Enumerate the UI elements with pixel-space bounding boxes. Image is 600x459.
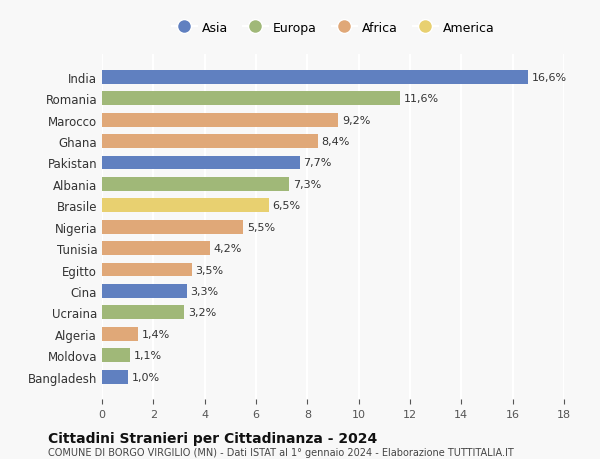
Text: 3,3%: 3,3% xyxy=(191,286,218,296)
Text: Cittadini Stranieri per Cittadinanza - 2024: Cittadini Stranieri per Cittadinanza - 2… xyxy=(48,431,377,445)
Bar xyxy=(102,135,317,149)
Text: 9,2%: 9,2% xyxy=(342,115,370,125)
Bar xyxy=(102,113,338,127)
Text: 7,7%: 7,7% xyxy=(304,158,332,168)
Text: 11,6%: 11,6% xyxy=(404,94,439,104)
Text: 4,2%: 4,2% xyxy=(214,244,242,253)
Bar xyxy=(102,370,128,384)
Bar xyxy=(102,71,528,84)
Bar xyxy=(102,348,130,362)
Bar xyxy=(102,327,138,341)
Text: 5,5%: 5,5% xyxy=(247,222,275,232)
Text: 16,6%: 16,6% xyxy=(532,73,567,83)
Text: 8,4%: 8,4% xyxy=(322,137,350,147)
Text: 1,4%: 1,4% xyxy=(142,329,170,339)
Bar xyxy=(102,220,243,234)
Text: 6,5%: 6,5% xyxy=(272,201,301,211)
Bar xyxy=(102,199,269,213)
Text: 3,2%: 3,2% xyxy=(188,308,216,318)
Text: COMUNE DI BORGO VIRGILIO (MN) - Dati ISTAT al 1° gennaio 2024 - Elaborazione TUT: COMUNE DI BORGO VIRGILIO (MN) - Dati IST… xyxy=(48,448,514,458)
Legend: Asia, Europa, Africa, America: Asia, Europa, Africa, America xyxy=(167,17,499,39)
Bar xyxy=(102,92,400,106)
Bar xyxy=(102,306,184,319)
Bar xyxy=(102,156,299,170)
Bar xyxy=(102,284,187,298)
Text: 1,0%: 1,0% xyxy=(131,372,160,382)
Text: 1,1%: 1,1% xyxy=(134,350,162,360)
Text: 3,5%: 3,5% xyxy=(196,265,224,275)
Bar xyxy=(102,178,289,191)
Bar xyxy=(102,263,192,277)
Text: 7,3%: 7,3% xyxy=(293,179,322,190)
Bar xyxy=(102,241,210,256)
